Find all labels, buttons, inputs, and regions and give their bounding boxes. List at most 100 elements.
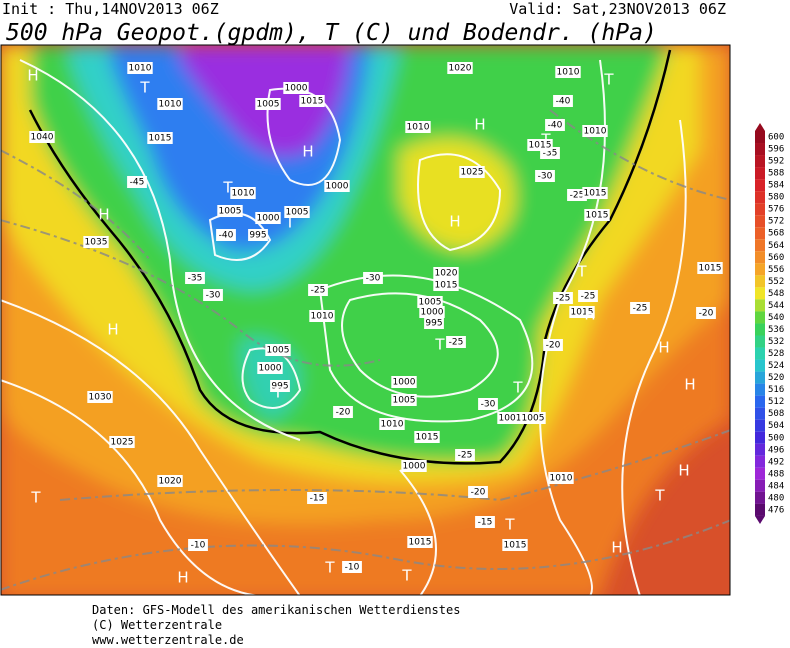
colorbar-label: 576 xyxy=(768,205,784,215)
isobar-label: 1010 xyxy=(407,123,430,133)
footer-line: (C) Wetterzentrale xyxy=(92,618,222,632)
pressure-center: H xyxy=(177,569,188,587)
label-box xyxy=(584,209,610,221)
label-box xyxy=(535,170,555,182)
isobar-label: 1015 xyxy=(571,308,594,318)
pressure-center: T xyxy=(512,379,523,397)
pressure-center: T xyxy=(139,79,150,97)
colorbar-label: 492 xyxy=(768,457,784,467)
colorbar-label: 484 xyxy=(768,481,784,491)
colorbar-label: 508 xyxy=(768,409,784,419)
label-box xyxy=(424,317,444,329)
isobar-label: 1010 xyxy=(550,474,573,484)
colorbar-cell xyxy=(755,455,765,468)
label-box xyxy=(405,121,431,133)
colorbar-cell xyxy=(755,287,765,300)
label-box xyxy=(363,272,383,284)
pressure-center: H xyxy=(449,213,460,231)
label-box xyxy=(555,66,581,78)
colorbar-cell xyxy=(755,155,765,168)
colorbar-label: 524 xyxy=(768,361,784,371)
temperature-label: -15 xyxy=(478,518,493,528)
label-box xyxy=(446,336,466,348)
isobar-label: 1030 xyxy=(89,393,112,403)
label-box xyxy=(696,307,716,319)
label-box xyxy=(433,267,459,279)
colorbar-label: 528 xyxy=(768,349,784,359)
valid-time: Valid: Sat,23NOV2013 06Z xyxy=(509,0,726,18)
isobar-label: 1010 xyxy=(311,312,334,322)
colorbar-label: 572 xyxy=(768,217,784,227)
label-box xyxy=(548,472,574,484)
label-box xyxy=(379,418,405,430)
colorbar-label: 496 xyxy=(768,445,784,455)
isobar-label: 1005 xyxy=(522,414,545,424)
isobar-label: 1000 xyxy=(326,182,349,192)
isobar-label: 1005 xyxy=(286,208,309,218)
label-box xyxy=(697,262,723,274)
colorbar-cell xyxy=(755,347,765,360)
pressure-center: T xyxy=(540,131,551,149)
colorbar-cell xyxy=(755,503,765,516)
label-box xyxy=(255,98,281,110)
pressure-center: T xyxy=(401,567,412,585)
colorbar-cell xyxy=(755,203,765,216)
isobar-label: 995 xyxy=(271,382,288,392)
label-box xyxy=(414,431,440,443)
isobar-label: 1020 xyxy=(449,64,472,74)
colorbar-cell xyxy=(755,167,765,180)
colorbar-label: 592 xyxy=(768,157,784,167)
label-box xyxy=(391,376,417,388)
isobar-label: 1015 xyxy=(699,264,722,274)
label-box xyxy=(308,284,328,296)
isobar-label: 1001 xyxy=(499,414,522,424)
label-box xyxy=(553,292,573,304)
colorbar-label: 512 xyxy=(768,397,784,407)
colorbar-label: 600 xyxy=(768,133,784,143)
colorbar-cell xyxy=(755,359,765,372)
temperature-label: -20 xyxy=(699,309,714,319)
isobar-label: 1005 xyxy=(219,207,242,217)
temperature-label: -30 xyxy=(481,400,496,410)
isobar-label: 1005 xyxy=(419,298,442,308)
isobar-label: 1040 xyxy=(31,133,54,143)
label-box xyxy=(527,139,553,151)
temperature-label: -20 xyxy=(546,341,561,351)
colorbar-cap xyxy=(755,515,765,524)
label-box xyxy=(468,486,488,498)
colorbar-cell xyxy=(755,191,765,204)
label-box xyxy=(203,289,223,301)
label-box xyxy=(127,176,147,188)
colorbar-label: 540 xyxy=(768,313,784,323)
pressure-center: H xyxy=(658,339,669,357)
colorbar-cell xyxy=(755,251,765,264)
pressure-center: H xyxy=(678,462,689,480)
isobar-label: 1025 xyxy=(111,438,134,448)
colorbar-cell xyxy=(755,491,765,504)
temperature-label: -45 xyxy=(130,178,145,188)
pressure-center: T xyxy=(654,487,665,505)
pressure-center: H xyxy=(684,376,695,394)
colorbar-label: 532 xyxy=(768,337,784,347)
label-box xyxy=(324,180,350,192)
colorbar-label: 504 xyxy=(768,421,784,431)
colorbar-cell xyxy=(755,323,765,336)
map-title: 500 hPa Geopot.(gpdm), T (C) und Bodendr… xyxy=(6,20,657,46)
pressure-center: H xyxy=(27,67,38,85)
map-frame xyxy=(0,44,731,596)
colorbar-label: 520 xyxy=(768,373,784,383)
colorbar-cell xyxy=(755,467,765,480)
label-box xyxy=(217,205,243,217)
isobar-label: 1010 xyxy=(557,68,580,78)
label-box xyxy=(83,236,109,248)
label-box xyxy=(109,436,135,448)
isobar-label: 1025 xyxy=(461,168,484,178)
colorbar-label: 596 xyxy=(768,145,784,155)
colorbar-cell xyxy=(755,275,765,288)
colorbar-cell xyxy=(755,263,765,276)
temperature-label: -25 xyxy=(633,304,648,314)
label-box xyxy=(29,131,55,143)
label-box xyxy=(433,279,459,291)
label-box xyxy=(582,125,608,137)
isobar-label: 1015 xyxy=(409,538,432,548)
